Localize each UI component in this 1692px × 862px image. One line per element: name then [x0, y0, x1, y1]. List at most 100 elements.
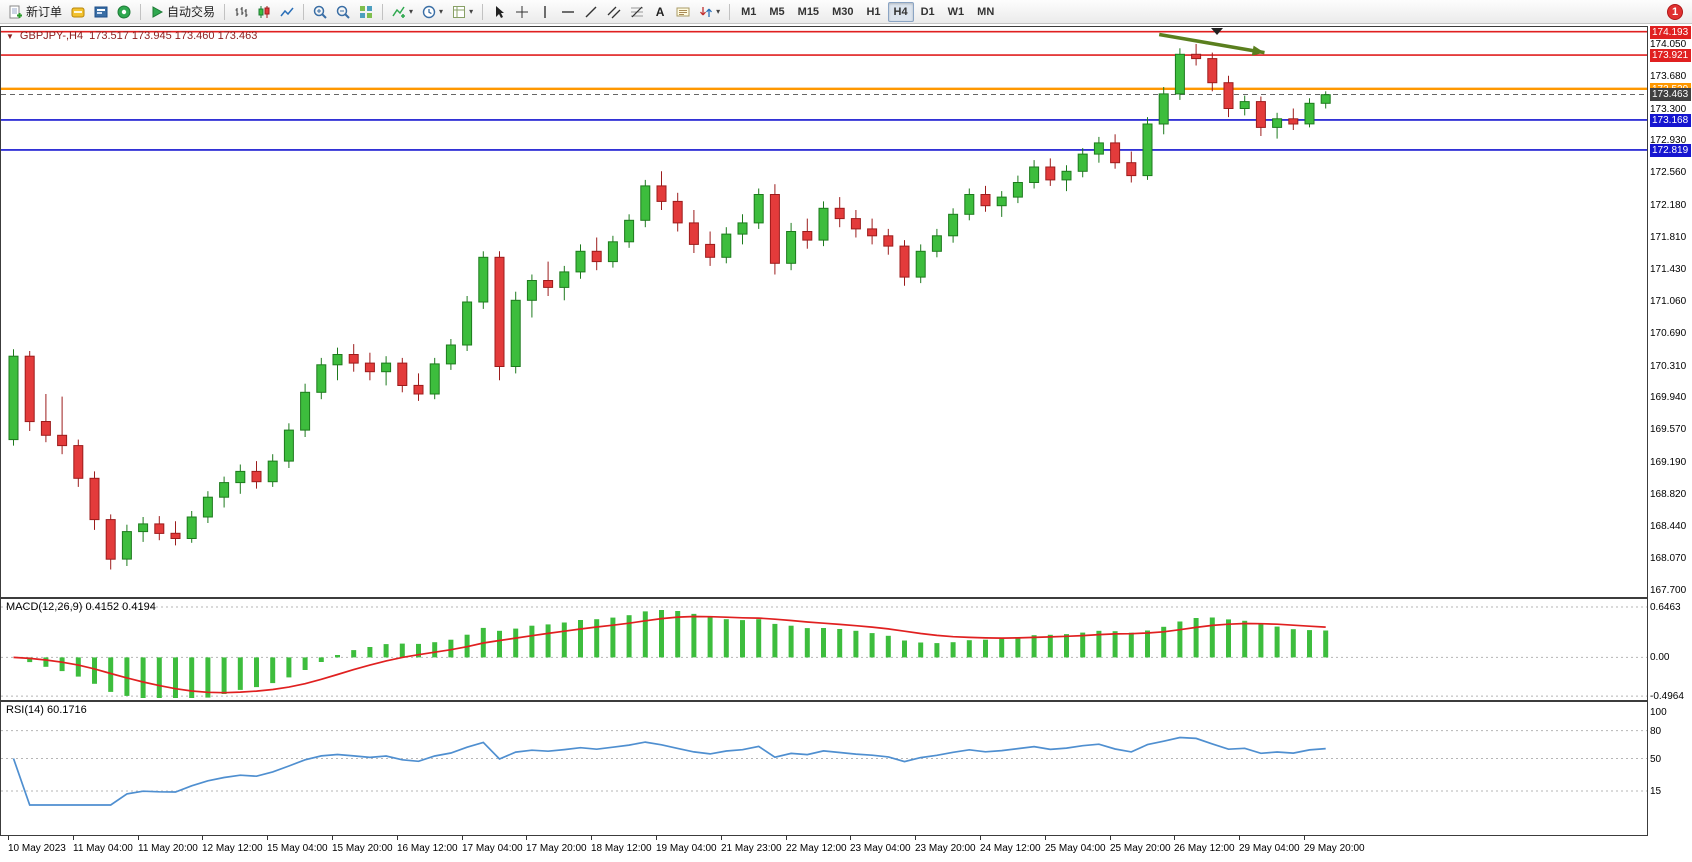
timeframe-mn-button[interactable]: MN: [971, 2, 1000, 22]
candle: [1191, 44, 1202, 66]
terminal-button[interactable]: [90, 2, 112, 22]
candle: [1223, 75, 1234, 118]
cursor-button[interactable]: [488, 2, 510, 22]
templates-button[interactable]: ▾: [448, 2, 477, 22]
rsi-panel: RSI(14) 60.1716: [0, 701, 1648, 836]
candle: [753, 188, 764, 229]
price-label: 170.310: [1650, 361, 1687, 372]
chart-ohlc-values: 173.517 173.945 173.460 173.463: [89, 30, 258, 42]
candle: [57, 396, 68, 455]
auto-trading-label: 自动交易: [167, 5, 216, 19]
auto-trading-button[interactable]: 自动交易: [146, 2, 219, 22]
text-button[interactable]: A: [649, 2, 671, 22]
toolbar-separator: [140, 3, 142, 20]
vertical-line-button[interactable]: [534, 2, 556, 22]
horizontal-line-button[interactable]: [557, 2, 579, 22]
candle: [1126, 151, 1137, 183]
toolbar-separator: [224, 3, 226, 20]
candle: [980, 185, 991, 212]
price-scale[interactable]: 174.193174.050173.921173.680173.529173.4…: [1648, 26, 1692, 836]
trend-arrow[interactable]: [1158, 32, 1265, 55]
timeframe-m15-button[interactable]: M15: [792, 2, 825, 22]
candle: [1077, 148, 1088, 178]
timeframe-w1-button[interactable]: W1: [942, 2, 971, 22]
chart-symbol-label: GBPJPY-,H4: [19, 30, 84, 42]
collapse-icon[interactable]: ▼: [6, 31, 14, 41]
trendline-button[interactable]: [580, 2, 602, 22]
candlestick-chart-icon: [258, 5, 270, 18]
price-label: 173.921: [1650, 49, 1691, 62]
candle: [948, 208, 959, 243]
chevron-down-icon: ▾: [409, 6, 414, 16]
candle: [737, 214, 748, 245]
time-axis[interactable]: 10 May 2023 11 May 04:00 11 May 20:00 12 Ma…: [0, 836, 1692, 862]
time-tick: [526, 836, 527, 840]
macd-histogram: [27, 610, 1329, 698]
toolbar-separator: [303, 3, 305, 20]
candlestick-chart-button[interactable]: [253, 2, 275, 22]
timeframe-h4-button[interactable]: H4: [887, 1, 914, 22]
time-tick: [462, 836, 463, 840]
crosshair-button[interactable]: [511, 2, 533, 22]
tile-windows-icon: [360, 5, 373, 18]
candle: [8, 349, 19, 446]
candle: [607, 235, 618, 268]
candle: [381, 356, 392, 386]
candle: [445, 339, 456, 370]
strategy-tester-button[interactable]: [113, 2, 135, 22]
macd-plot[interactable]: [1, 599, 1647, 700]
metaeditor-button[interactable]: [67, 2, 89, 22]
candle: [121, 524, 132, 566]
tile-windows-button[interactable]: [355, 2, 377, 22]
periods-button[interactable]: ▾: [418, 2, 447, 22]
timeframe-m1-button[interactable]: M1: [735, 2, 762, 22]
price-label: 172.819: [1650, 144, 1691, 157]
time-label: 12 May 12:00: [202, 843, 263, 854]
candle: [1207, 52, 1218, 92]
zoom-out-button[interactable]: [332, 2, 354, 22]
candle: [300, 383, 311, 437]
timeframe-d1-button[interactable]: D1: [915, 2, 941, 22]
candle: [769, 184, 780, 275]
chart-window: ▼ GBPJPY-,H4 173.517 173.945 173.460 173…: [0, 24, 1692, 862]
time-label: 23 May 20:00: [915, 843, 976, 854]
time-tick: [980, 836, 981, 840]
main-chart-panel: ▼ GBPJPY-,H4 173.517 173.945 173.460 173…: [0, 26, 1648, 598]
zoom-in-button[interactable]: [309, 2, 331, 22]
time-label: 11 May 04:00: [73, 843, 133, 854]
bar-chart-button[interactable]: [230, 2, 252, 22]
candle: [510, 291, 521, 374]
time-label: 25 May 04:00: [1045, 843, 1106, 854]
time-tick: [73, 836, 74, 840]
candle: [283, 423, 294, 468]
price-label: 168.070: [1650, 553, 1687, 564]
text-tool-icon: A: [655, 4, 665, 19]
fibonacci-button[interactable]: [626, 2, 648, 22]
notification-badge[interactable]: 1: [1667, 3, 1683, 20]
rsi-plot[interactable]: [1, 702, 1647, 835]
text-label-button[interactable]: [672, 2, 694, 22]
candlestick-chart[interactable]: [1, 27, 1647, 597]
new-order-button[interactable]: 新订单: [5, 2, 66, 22]
candle: [1239, 95, 1250, 116]
timeframe-m5-button[interactable]: M5: [763, 2, 790, 22]
timeframe-m30-button[interactable]: M30: [826, 2, 859, 22]
time-tick: [1174, 836, 1175, 840]
indicators-button[interactable]: ▾: [388, 2, 417, 22]
candle: [1320, 91, 1331, 109]
equidistant-channel-button[interactable]: [603, 2, 625, 22]
price-label: 173.463: [1650, 88, 1691, 101]
candle: [624, 214, 635, 248]
line-chart-button[interactable]: [276, 2, 298, 22]
candle: [786, 222, 797, 271]
arrows-button[interactable]: ▾: [695, 2, 724, 22]
time-label: 29 May 04:00: [1239, 843, 1300, 854]
candle: [1012, 175, 1023, 204]
candle: [1174, 48, 1185, 100]
timeframe-h1-button[interactable]: H1: [860, 2, 886, 22]
candle: [235, 464, 246, 494]
time-tick: [591, 836, 592, 840]
candle: [1142, 117, 1153, 180]
time-label: 23 May 04:00: [850, 843, 911, 854]
time-label: 11 May 20:00: [138, 843, 198, 854]
